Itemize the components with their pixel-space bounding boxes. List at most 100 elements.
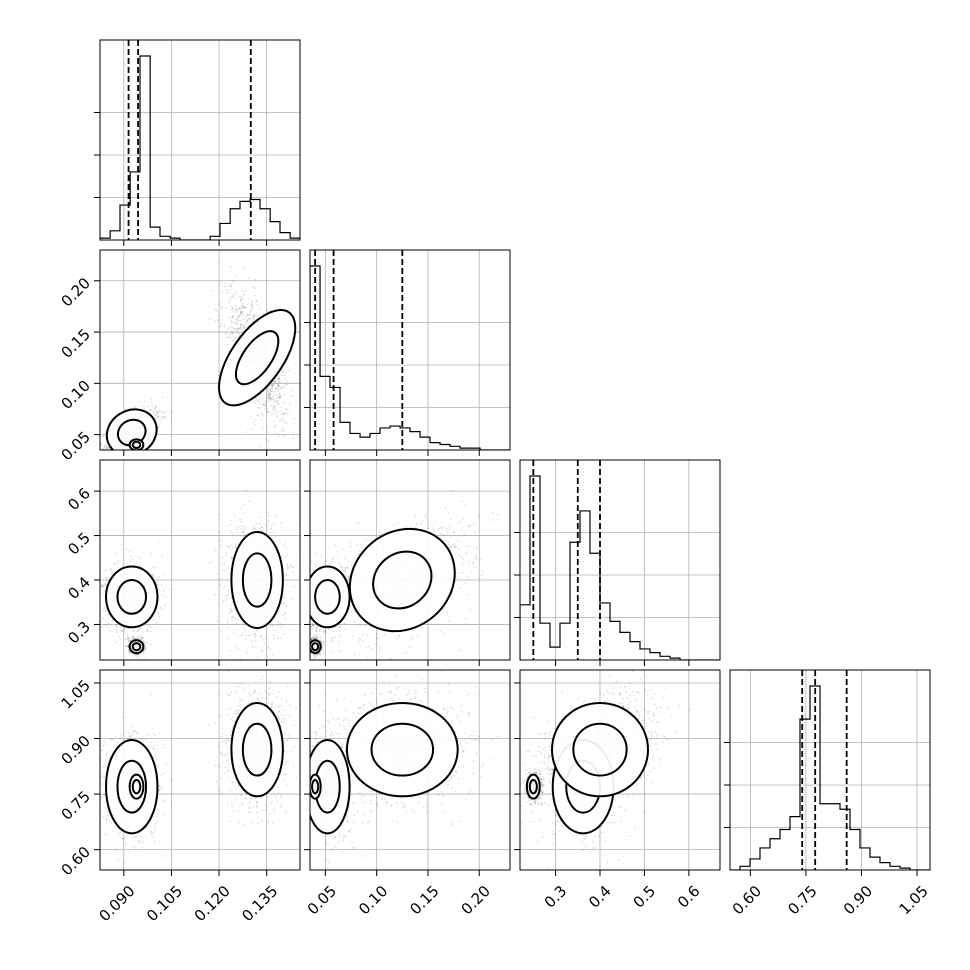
sample-point [156,577,159,579]
sample-point [289,598,292,601]
sample-point [101,583,103,586]
sample-point [261,530,264,532]
sample-point [250,415,253,418]
sample-point [279,419,281,421]
sample-point [251,305,254,307]
sample-point [156,413,159,415]
sample-point [157,418,160,420]
sample-point [264,399,267,402]
sample-point [292,437,295,440]
sample-point [155,409,158,412]
sample-point [156,411,159,413]
sample-point [101,585,103,588]
sample-point [265,404,268,407]
sample-point [154,566,156,569]
sample-point [236,331,239,334]
sample-point [285,593,288,595]
sample-point [260,406,262,409]
sample-point [278,392,281,395]
sample-point [277,410,280,413]
sample-point [239,295,241,298]
sample-point [276,383,279,385]
contour-level [105,408,158,450]
sample-point [275,388,278,391]
sample-point [285,574,287,577]
sample-point [245,489,248,492]
sample-point [254,401,257,404]
sample-point [141,636,144,639]
sample-point [129,652,132,655]
sample-point [227,545,230,548]
sample-point [247,277,250,280]
histogram-1 [310,265,510,450]
sample-point [105,584,107,587]
sample-point [170,595,173,598]
sample-point [126,638,129,640]
sample-point [234,308,237,311]
sample-point [144,647,147,650]
sample-point [115,624,118,627]
sample-point [151,405,154,407]
sample-point [286,413,289,416]
sample-point [231,333,234,336]
sample-point [255,398,258,401]
sample-point [142,649,145,652]
sample-point [225,292,228,295]
sample-point [274,407,277,410]
sample-point [243,326,246,329]
sample-point [255,300,258,303]
sample-point [231,610,233,612]
sample-point [246,314,249,317]
sample-point [111,572,114,575]
sample-point [268,514,271,517]
sample-point [210,560,213,563]
sample-point [242,531,244,534]
sample-point [236,329,238,331]
sample-point [163,604,166,607]
sample-point [103,447,105,450]
sample-point [160,607,163,610]
sample-point [251,315,254,318]
sample-point [247,317,250,320]
sample-point [277,384,280,386]
sample-point [235,311,238,314]
sample-point [110,572,113,575]
sample-point [243,293,246,296]
sample-point [226,289,229,292]
sample-point [267,511,269,513]
sample-point [151,401,153,404]
sample-point [135,636,138,639]
sample-point [142,639,144,642]
sample-point [215,309,218,312]
sample-point [285,605,288,608]
sample-point [246,320,249,322]
sample-point [226,524,229,527]
sample-point [153,411,155,414]
sample-point [282,543,285,546]
sample-point [237,308,240,311]
sample-point [242,314,245,317]
sample-point [290,389,293,392]
sample-point [295,400,298,403]
sample-point [218,284,221,287]
sample-point [267,439,270,442]
sample-point [218,579,221,581]
sample-point [102,609,105,611]
sample-point [158,426,160,429]
sample-point [125,644,128,647]
sample-point [285,408,288,410]
sample-point [152,619,154,621]
sample-point [293,585,296,588]
sample-point [133,637,136,640]
sample-point [282,624,285,626]
sample-point [129,560,132,563]
sample-point [239,310,242,313]
sample-point [229,549,232,552]
sample-point [105,444,108,447]
sample-point [232,315,235,318]
sample-point [278,609,281,612]
sample-point [270,399,273,402]
sample-point [289,403,291,405]
sample-point [283,430,285,432]
sample-point [236,310,239,312]
